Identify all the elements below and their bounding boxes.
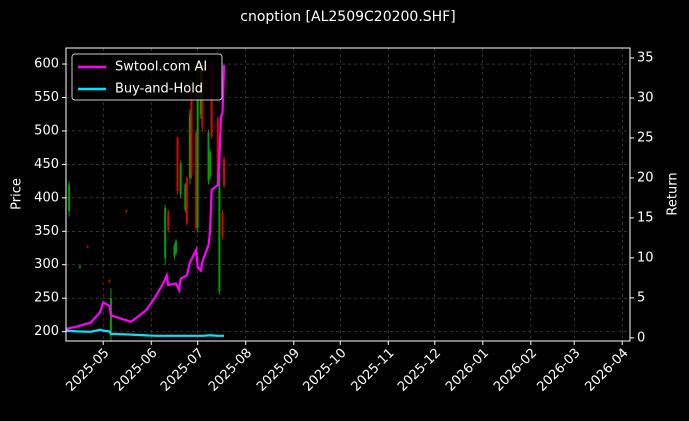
y-tick-label: 200: [34, 324, 59, 339]
chart-title: cnoption [AL2509C20200.SHF]: [240, 9, 455, 25]
candle-body: [176, 137, 179, 192]
y2-tick-label: 15: [637, 210, 654, 225]
y-tick-label: 400: [34, 190, 59, 205]
candle-body: [78, 266, 81, 268]
candle-body: [216, 118, 219, 182]
y2-tick-label: 5: [637, 290, 645, 305]
candle-body: [209, 152, 212, 177]
candle-body: [210, 65, 213, 137]
candle-body: [175, 241, 178, 253]
candle-body: [184, 184, 187, 210]
candle-body: [173, 246, 176, 257]
y-tick-label: 300: [34, 257, 59, 272]
candle-body: [108, 280, 111, 282]
candle-body: [188, 114, 191, 178]
candle-body: [223, 159, 226, 186]
candle-body: [125, 210, 128, 212]
candle-body: [195, 132, 198, 228]
y-tick-label: 450: [34, 157, 59, 172]
plot-frame: [65, 47, 631, 342]
y2-tick-label: 20: [637, 170, 654, 185]
candle-body: [68, 184, 71, 212]
candle-body: [218, 172, 221, 292]
candle-body: [86, 246, 89, 248]
y2-tick-label: 25: [637, 130, 654, 145]
y-axis-label: Price: [10, 178, 25, 210]
line-series: [65, 65, 226, 331]
y2-tick-label: 35: [637, 50, 654, 65]
y-tick-label: 500: [34, 123, 59, 138]
candle-body: [221, 212, 224, 237]
y2-tick-label: 0: [637, 330, 645, 345]
y-tick-label: 250: [34, 291, 59, 306]
candle-body: [185, 177, 188, 224]
candle-body: [190, 94, 193, 175]
y2-tick-label: 30: [637, 90, 654, 105]
legend-box: [71, 53, 223, 101]
candle-body: [167, 211, 170, 230]
candle-body: [179, 163, 182, 195]
legend-label: Swtool.com AI: [115, 60, 207, 75]
candle-body: [196, 94, 199, 228]
y2-axis-label: Return: [666, 172, 681, 215]
candle-body: [164, 207, 167, 259]
y2-tick-label: 10: [637, 250, 654, 265]
candle-body: [207, 132, 210, 182]
line-series: [65, 328, 225, 337]
y-tick-label: 350: [34, 224, 59, 239]
legend-label: Buy-and-Hold: [115, 82, 203, 97]
y-tick-label: 550: [34, 90, 59, 105]
y-tick-label: 600: [34, 57, 59, 72]
